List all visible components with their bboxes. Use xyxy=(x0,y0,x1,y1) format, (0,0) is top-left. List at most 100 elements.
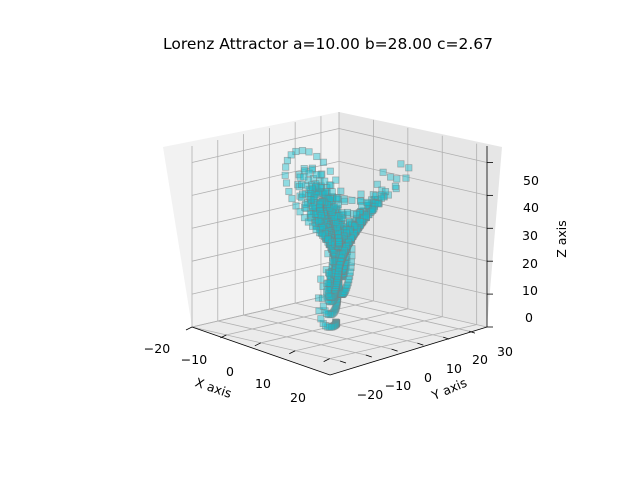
data-point xyxy=(316,216,324,225)
data-point xyxy=(321,177,329,185)
y-tick-label: −10 xyxy=(385,378,411,393)
data-point xyxy=(321,229,329,238)
data-point xyxy=(296,173,304,181)
data-point xyxy=(317,211,325,220)
data-point xyxy=(333,223,341,231)
data-point xyxy=(374,200,382,208)
data-point xyxy=(326,181,334,189)
z-tick-label: 30 xyxy=(522,228,538,243)
data-point xyxy=(393,175,401,183)
data-point xyxy=(333,276,341,284)
gridline-x xyxy=(226,300,374,336)
gridline-y xyxy=(295,302,444,338)
data-point xyxy=(387,173,395,181)
data-point xyxy=(285,187,293,196)
data-point xyxy=(332,286,340,294)
data-point xyxy=(363,198,371,206)
y-axis-line xyxy=(329,326,488,376)
data-point xyxy=(281,171,289,179)
data-point xyxy=(337,254,346,262)
gridline-y xyxy=(320,296,470,332)
data-point xyxy=(346,268,354,276)
data-point xyxy=(369,206,377,214)
data-point xyxy=(317,198,325,206)
data-point xyxy=(372,192,380,200)
data-point xyxy=(324,290,333,298)
data-point xyxy=(334,227,342,235)
data-point xyxy=(319,319,327,328)
tick-marks xyxy=(185,162,493,364)
data-point xyxy=(344,238,353,246)
data-point xyxy=(342,285,350,293)
gridline-x xyxy=(295,316,443,352)
data-point xyxy=(288,195,296,203)
data-point xyxy=(316,184,324,192)
x-tick-mark xyxy=(323,358,330,362)
data-point xyxy=(309,203,317,211)
data-point xyxy=(282,179,291,187)
gridline-z xyxy=(191,292,340,328)
data-point xyxy=(338,214,346,222)
data-point xyxy=(317,315,325,323)
data-point xyxy=(319,302,327,310)
z-tick-label: 50 xyxy=(523,173,539,188)
data-point xyxy=(405,164,413,172)
data-point xyxy=(318,224,326,232)
data-point xyxy=(324,279,332,287)
data-point xyxy=(352,210,361,218)
z-tick-label: 20 xyxy=(522,256,538,271)
data-point xyxy=(379,168,387,176)
data-point xyxy=(308,181,316,189)
data-point xyxy=(336,238,344,246)
pane-back-right xyxy=(339,112,502,327)
z-tick-label: 0 xyxy=(525,310,533,325)
gridline-z xyxy=(191,259,340,295)
data-point xyxy=(348,252,356,260)
data-point xyxy=(328,208,336,216)
data-point xyxy=(298,180,306,189)
pane-floor xyxy=(192,293,487,375)
data-point xyxy=(313,171,321,179)
x-tick-label: −10 xyxy=(181,352,207,367)
data-point xyxy=(318,214,327,222)
data-point xyxy=(348,196,356,204)
data-point xyxy=(397,160,405,168)
data-point xyxy=(324,286,332,294)
data-point xyxy=(351,221,359,229)
data-point xyxy=(345,276,353,284)
z-axis-label: Z axis xyxy=(554,220,569,258)
data-point xyxy=(373,180,381,188)
data-point xyxy=(315,203,324,211)
plot-area xyxy=(163,112,502,376)
x-tick-mark xyxy=(289,350,296,355)
y-tick-label: −20 xyxy=(357,387,383,402)
data-point xyxy=(307,196,315,204)
y-tick-mark xyxy=(443,336,450,340)
y-tick-label: 30 xyxy=(497,344,513,359)
gridline-y xyxy=(217,320,366,356)
data-point xyxy=(337,187,345,195)
data-point xyxy=(304,218,312,226)
data-point xyxy=(322,322,330,330)
data-point xyxy=(362,212,370,220)
data-point xyxy=(378,186,386,194)
gridline-y xyxy=(269,308,418,344)
data-point xyxy=(333,194,341,202)
data-point xyxy=(326,240,334,248)
data-point xyxy=(287,151,295,159)
data-point xyxy=(328,188,336,196)
x-tick-label: −20 xyxy=(144,341,170,356)
chart-title: Lorenz Attractor a=10.00 b=28.00 c=2.67 xyxy=(163,35,493,53)
data-point xyxy=(356,217,364,225)
data-point xyxy=(302,200,310,208)
data-point xyxy=(391,182,399,190)
data-point xyxy=(317,275,325,283)
data-point xyxy=(334,273,342,281)
y-axis-label: Y axis xyxy=(429,375,470,404)
y-tick-label: 20 xyxy=(472,352,488,367)
x-axis-line xyxy=(191,326,331,376)
data-point xyxy=(321,198,329,206)
data-point xyxy=(332,176,340,184)
data-point xyxy=(321,188,329,196)
data-point xyxy=(319,231,327,239)
